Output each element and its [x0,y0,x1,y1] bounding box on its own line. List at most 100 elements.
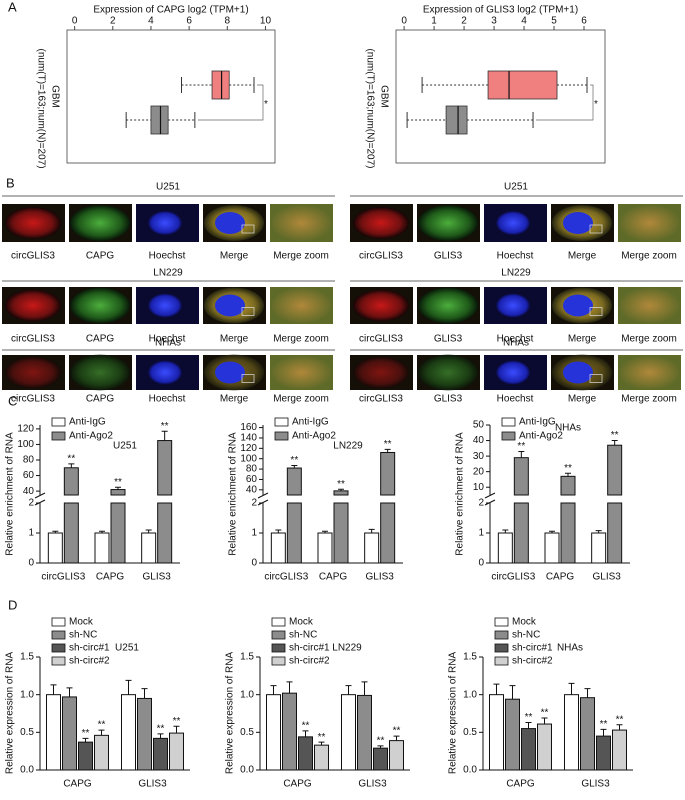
image-label: Hoechst [149,334,186,345]
significance: ** [114,477,122,488]
y-tick-label: 1 [251,528,257,539]
chart-title: Expression of CAPG log2 (TPM+1) [93,5,248,16]
image-label: circGLIS3 [359,394,403,405]
bar [591,532,607,564]
y-tick-label: 80 [246,464,258,475]
error-bar [393,735,400,741]
image-label: Merge zoom [621,334,677,345]
bar [497,532,513,564]
bar [513,457,529,496]
box [211,70,230,100]
stain [70,205,130,241]
nucleus [563,212,593,234]
error-bar [611,440,618,446]
error-bar [157,733,164,739]
error-bar [584,688,591,698]
legend-label: Anti-IgG [69,417,106,428]
legend-swatch [51,617,66,627]
error-bar [595,530,602,533]
error-bar [291,464,298,469]
bar [489,694,504,771]
bar [537,723,552,771]
chart-title: Expression of GLIS3 log2 (TPM+1) [423,5,578,16]
stain [5,289,61,322]
bar [314,744,329,771]
legend-swatch [271,643,286,653]
legend-label: sh-NC [289,630,317,641]
legend-swatch [494,630,509,640]
stain [418,354,478,391]
image-label: Merge [220,251,249,262]
error-bar [565,472,571,477]
significance: ** [393,726,401,737]
significance: ** [82,728,90,739]
bar [357,694,372,771]
stain [70,287,130,324]
chart-title: U251 [115,643,139,654]
x-tick-label: circGLIS3 [491,572,535,583]
legend-swatch [271,656,286,666]
micrograph [270,355,333,390]
legend-label: sh-circ#2 [69,656,110,667]
significance: ** [384,439,392,450]
bar [286,467,302,496]
chart-title: LN229 [332,643,362,654]
y-tick-label: 30 [473,451,485,462]
stain [5,356,61,389]
plot-frame [395,29,606,164]
y-tick-label: 1.0 [463,689,477,700]
error-bar [125,679,132,695]
x-tick-label: 2 [110,16,116,27]
y-tick-label: 0.5 [20,727,34,738]
y-axis-label: Relative expression of RNA [448,652,459,775]
x-tick-label: GLIS3 [365,572,394,583]
error-bar [82,737,89,743]
image-label: circGLIS3 [359,251,403,262]
nucleus [148,360,182,385]
x-tick-label: CAPG [546,572,575,583]
x-tick-label: 8 [225,16,231,27]
significance: ** [525,712,533,723]
bar [317,532,333,564]
y-tick-label: 0.5 [463,727,477,738]
image-label: Merge [568,334,597,345]
chart-title: NHAs [557,643,583,654]
legend-label: sh-circ#2 [289,656,330,667]
y-tick-label: 60 [23,470,35,481]
bar [46,694,61,771]
legend-label: Anti-Ago2 [69,431,113,442]
legend-swatch [274,417,289,427]
error-bar [275,529,282,533]
y-axis-label: Relative enrichment of RNA [228,432,239,556]
x-tick-label: 6 [581,16,587,27]
legend-label: Anti-IgG [292,417,329,428]
x-tick-label: GLIS3 [138,779,167,790]
zoom-box [241,224,255,234]
bar [78,741,93,771]
y-tick-label: 0.0 [240,765,254,776]
y-axis-label: Relative expression of RNA [5,652,16,775]
bar [341,694,356,771]
legend-swatch [271,630,286,640]
legend-swatch [51,656,66,666]
bar [380,502,396,564]
image-label: Merge zoom [273,334,329,345]
nucleus [496,293,530,318]
y-tick-label: 1.5 [20,652,34,663]
bar [544,532,560,564]
legend-label: Anti-Ago2 [519,431,563,442]
x-tick-label: circGLIS3 [264,572,308,583]
x-tick-label: 1 [431,16,437,27]
category-label: GBM [49,85,60,108]
legend-label: Mock [69,617,94,628]
panel-label: D [8,597,17,612]
y-tick-label: 100 [240,453,257,464]
image-label: circGLIS3 [359,334,403,345]
x-tick-label: CAPG [506,779,535,790]
legend-swatch [501,417,516,427]
y-tick-label: 50 [473,420,485,431]
y-tick-label: 40 [473,435,485,446]
image-label: Hoechst [497,394,534,405]
y-tick-label: 0.0 [463,765,477,776]
legend-swatch [494,643,509,653]
